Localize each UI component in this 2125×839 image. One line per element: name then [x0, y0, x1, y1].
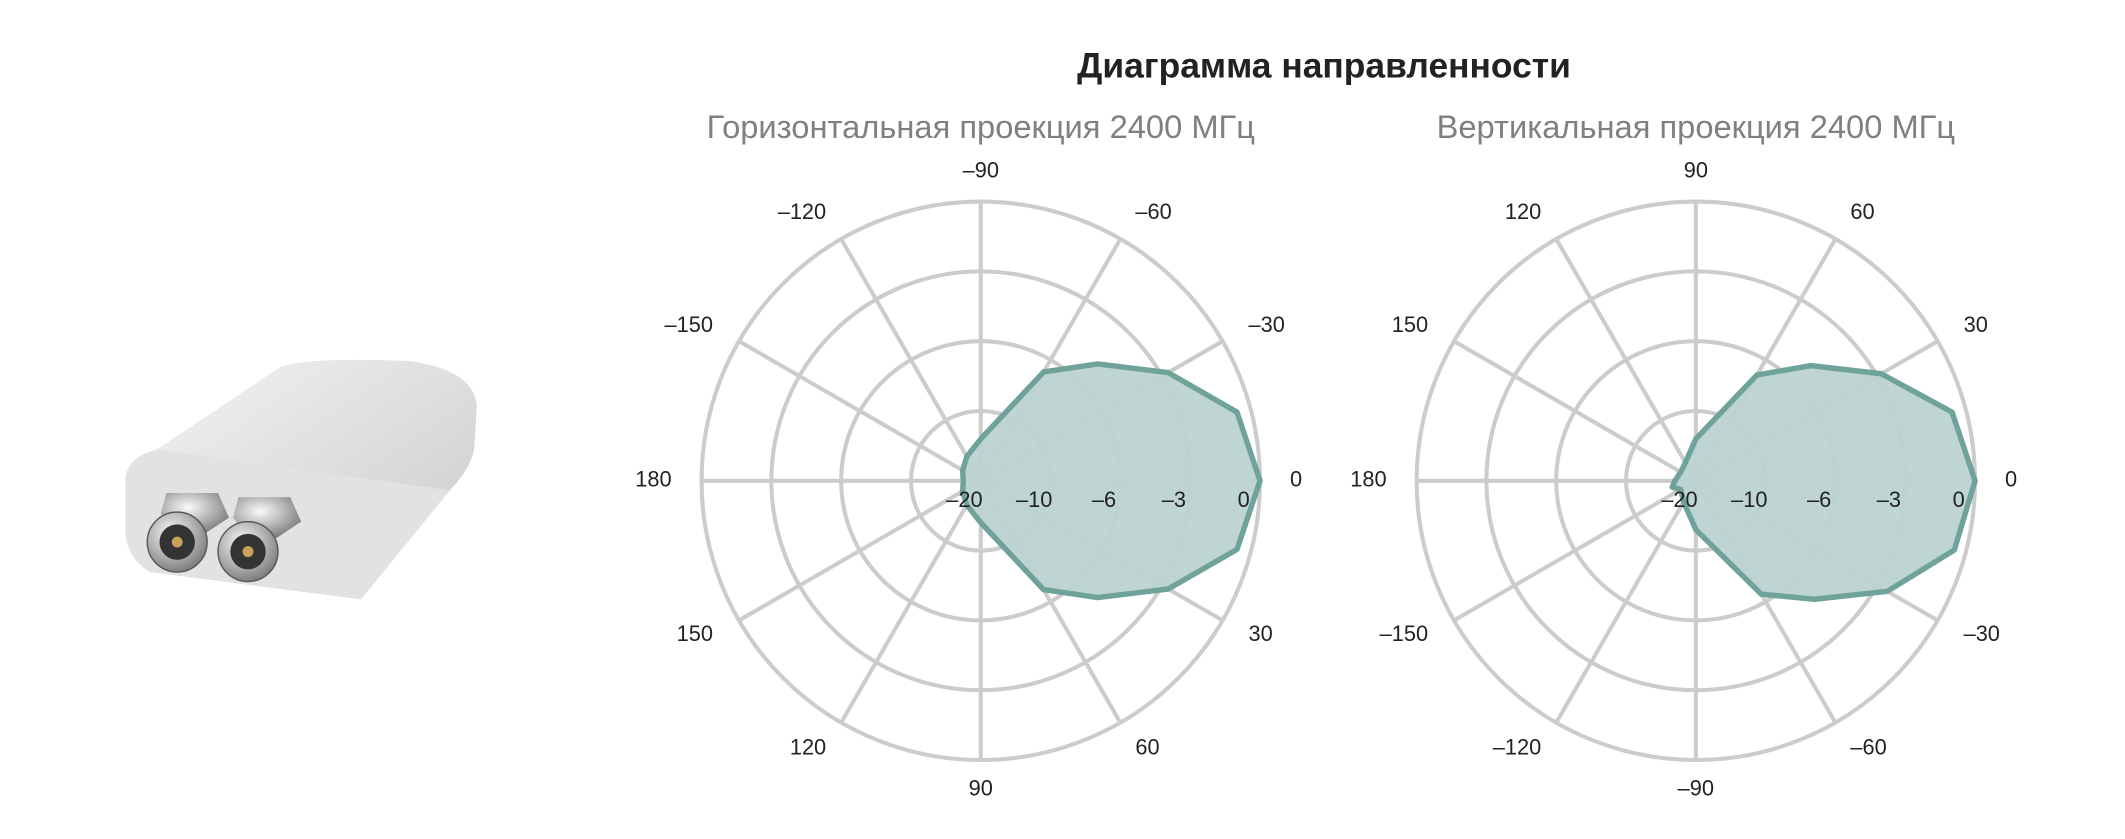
angle-tick-label: –90 [963, 157, 999, 182]
angle-tick-label: 180 [1350, 467, 1386, 492]
angle-tick-label: 120 [1505, 199, 1541, 224]
polar-chart: Горизонтальная проекция 2400 МГц –150 –120… [635, 108, 1302, 801]
grid-spoke [839, 237, 983, 482]
angle-tick-label: –150 [1380, 621, 1428, 646]
radial-tick-label: –20 [1661, 487, 1697, 512]
angle-tick-label: 60 [1850, 199, 1874, 224]
angle-tick-label: –30 [1249, 312, 1285, 337]
product-image [125, 359, 477, 600]
radial-tick-label: 0 [1953, 487, 1965, 512]
chart-title: Горизонтальная проекция 2400 МГц [707, 108, 1255, 145]
angle-tick-label: –60 [1135, 199, 1171, 224]
grid-spoke [839, 479, 983, 724]
angle-tick-label: 90 [1684, 157, 1708, 182]
angle-tick-label: 90 [969, 776, 993, 801]
radial-tick-label: –3 [1877, 487, 1901, 512]
angle-tick-label: –120 [1493, 734, 1541, 759]
angle-tick-label: 0 [1290, 467, 1302, 492]
angle-tick-label: –150 [665, 312, 713, 337]
angle-tick-label: 60 [1135, 734, 1159, 759]
radial-tick-label: –10 [1731, 487, 1767, 512]
angle-tick-label: –90 [1678, 776, 1714, 801]
pattern-area [959, 361, 1263, 601]
grid-spoke [1453, 479, 1697, 623]
pattern-area [1669, 362, 1978, 602]
angle-tick-label: 180 [635, 467, 671, 492]
angle-tick-label: –120 [778, 199, 826, 224]
angle-tick-label: 30 [1249, 621, 1273, 646]
radial-tick-label: –6 [1807, 487, 1831, 512]
grid-spoke [1554, 237, 1698, 482]
grid-spoke [1453, 339, 1697, 483]
grid-spoke [737, 479, 982, 623]
radial-tick-label: –20 [946, 487, 982, 512]
main-title: Диаграмма направленности [1077, 45, 1571, 85]
angle-tick-label: –30 [1964, 621, 2000, 646]
angle-tick-label: –60 [1850, 734, 1886, 759]
angle-tick-label: 150 [1392, 312, 1428, 337]
radial-tick-label: –6 [1092, 487, 1116, 512]
grid-spoke [737, 339, 982, 483]
radial-tick-label: 0 [1238, 487, 1250, 512]
grid-spoke [1554, 479, 1698, 724]
radial-tick-label: –10 [1016, 487, 1052, 512]
chart-title: Вертикальная проекция 2400 МГц [1437, 108, 1956, 145]
angle-tick-label: 30 [1964, 312, 1988, 337]
polar-chart: Вертикальная проекция 2400 МГц –150 –120 –9… [1350, 108, 2017, 801]
angle-tick-label: 0 [2005, 467, 2017, 492]
radial-tick-label: –3 [1162, 487, 1186, 512]
angle-tick-label: 120 [790, 734, 826, 759]
angle-tick-label: 150 [677, 621, 713, 646]
